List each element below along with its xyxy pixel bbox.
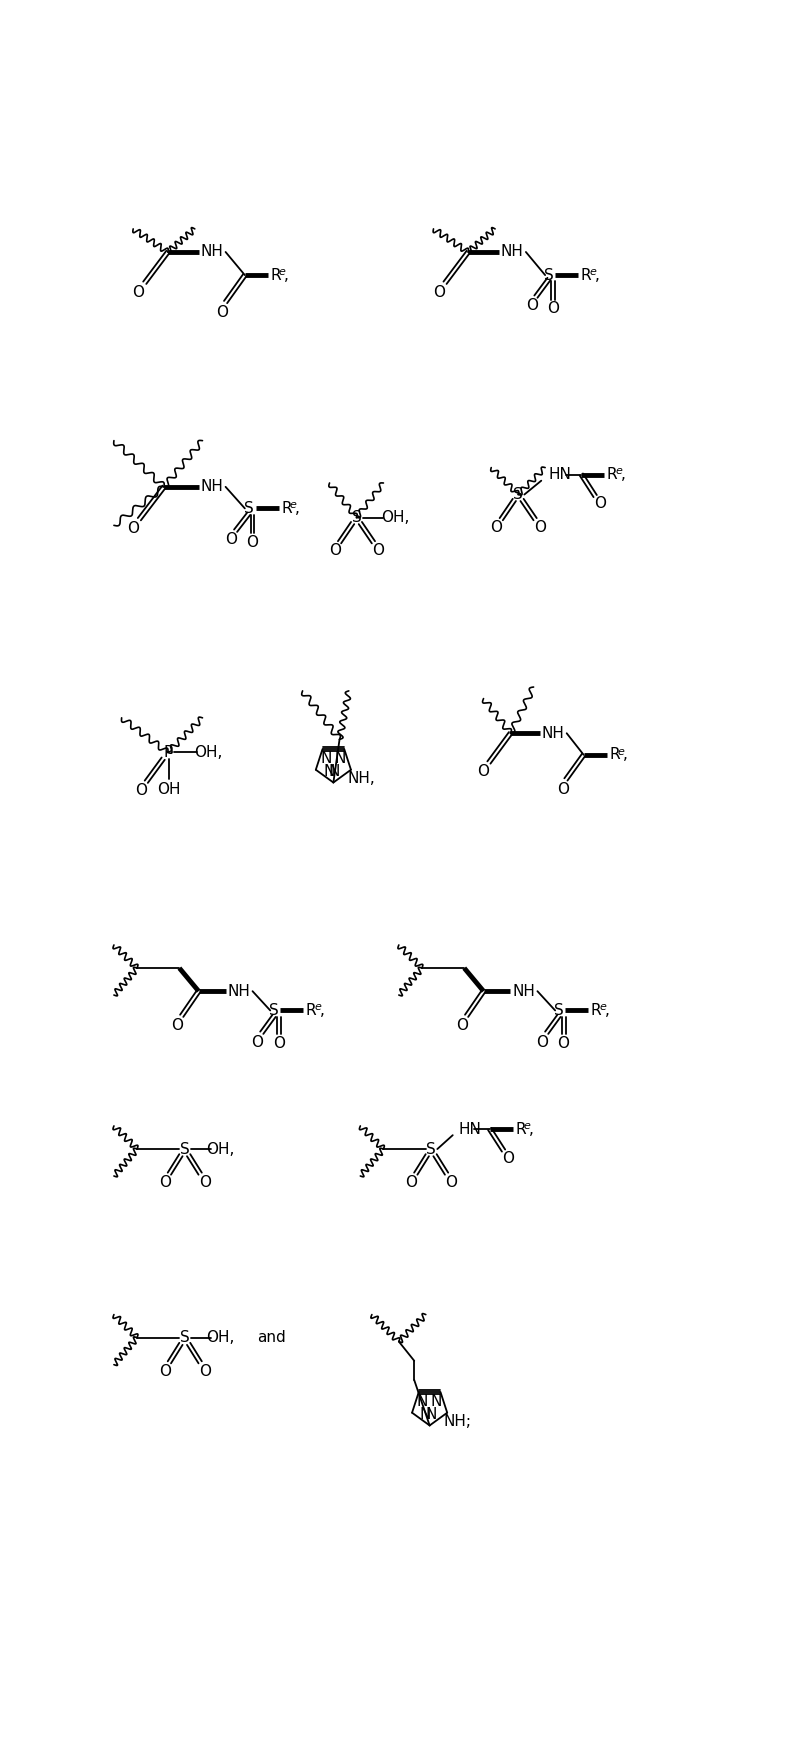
Text: S: S [269, 1003, 278, 1019]
Text: N: N [416, 1394, 427, 1408]
Text: N: N [424, 1406, 435, 1422]
Text: O: O [199, 1364, 211, 1378]
Text: S: S [544, 267, 553, 283]
Text: O: O [159, 1364, 171, 1378]
Text: O: O [225, 531, 237, 547]
Text: NH: NH [512, 984, 534, 999]
Text: N: N [328, 763, 340, 779]
Text: O: O [273, 1036, 285, 1052]
Text: O: O [251, 1034, 263, 1050]
Text: R: R [606, 466, 617, 482]
Text: O: O [556, 783, 568, 797]
Text: P: P [163, 744, 172, 760]
Text: N: N [431, 1394, 442, 1408]
Text: N: N [323, 763, 334, 779]
Text: O: O [533, 521, 545, 535]
Text: OH,: OH, [206, 1329, 234, 1345]
Text: OH,: OH, [193, 744, 222, 760]
Text: O: O [536, 1034, 548, 1050]
Text: ,: , [319, 1003, 324, 1019]
Text: NH: NH [200, 245, 223, 260]
Text: O: O [476, 763, 488, 779]
Text: O: O [405, 1176, 416, 1190]
Text: NH: NH [500, 245, 523, 260]
Text: e: e [290, 500, 296, 510]
Text: N: N [320, 751, 332, 765]
Text: S: S [512, 487, 522, 501]
Text: NH: NH [541, 725, 564, 741]
Text: R: R [270, 267, 281, 283]
Text: O: O [199, 1176, 211, 1190]
Text: HN: HN [549, 466, 571, 482]
Text: S: S [244, 501, 253, 515]
Text: ,: , [604, 1003, 609, 1019]
Text: e: e [523, 1122, 530, 1130]
Text: O: O [159, 1176, 171, 1190]
Text: e: e [278, 267, 286, 278]
Text: O: O [127, 521, 139, 536]
Text: NH,: NH, [346, 770, 375, 786]
Text: e: e [617, 746, 624, 756]
Text: NH: NH [200, 479, 223, 494]
Text: S: S [180, 1329, 189, 1345]
Text: N: N [334, 751, 346, 765]
Text: R: R [608, 748, 619, 762]
Text: S: S [180, 1141, 189, 1157]
Text: e: e [314, 1003, 321, 1012]
Text: OH,: OH, [380, 510, 409, 526]
Text: O: O [329, 543, 341, 559]
Text: O: O [216, 304, 228, 320]
Text: O: O [557, 1036, 569, 1052]
Text: O: O [132, 285, 144, 299]
Text: O: O [371, 543, 383, 559]
Text: R: R [589, 1003, 601, 1019]
Text: O: O [593, 496, 605, 512]
Text: O: O [171, 1019, 183, 1032]
Text: O: O [444, 1176, 456, 1190]
Text: R: R [306, 1003, 316, 1019]
Text: S: S [553, 1003, 563, 1019]
Text: O: O [456, 1019, 468, 1032]
Text: O: O [501, 1151, 513, 1165]
Text: e: e [598, 1003, 606, 1012]
Text: e: e [589, 267, 595, 278]
Text: OH: OH [157, 783, 181, 797]
Text: O: O [490, 521, 502, 535]
Text: HN: HN [458, 1122, 480, 1137]
Text: O: O [546, 302, 558, 316]
Text: ,: , [284, 267, 289, 283]
Text: ,: , [593, 267, 598, 283]
Text: and: and [257, 1329, 286, 1345]
Text: NH: NH [227, 984, 249, 999]
Text: O: O [135, 783, 147, 798]
Text: R: R [281, 501, 291, 515]
Text: O: O [246, 535, 258, 550]
Text: R: R [514, 1122, 525, 1137]
Text: ,: , [294, 501, 299, 515]
Text: R: R [580, 267, 590, 283]
Text: ,: , [620, 466, 625, 482]
Text: O: O [525, 299, 537, 313]
Text: e: e [614, 466, 622, 477]
Text: ,: , [622, 748, 627, 762]
Text: O: O [432, 285, 444, 299]
Text: ,: , [529, 1122, 533, 1137]
Text: OH,: OH, [206, 1141, 234, 1157]
Text: S: S [426, 1141, 435, 1157]
Text: NH;: NH; [443, 1413, 471, 1429]
Text: N: N [419, 1406, 431, 1422]
Text: S: S [351, 510, 361, 526]
